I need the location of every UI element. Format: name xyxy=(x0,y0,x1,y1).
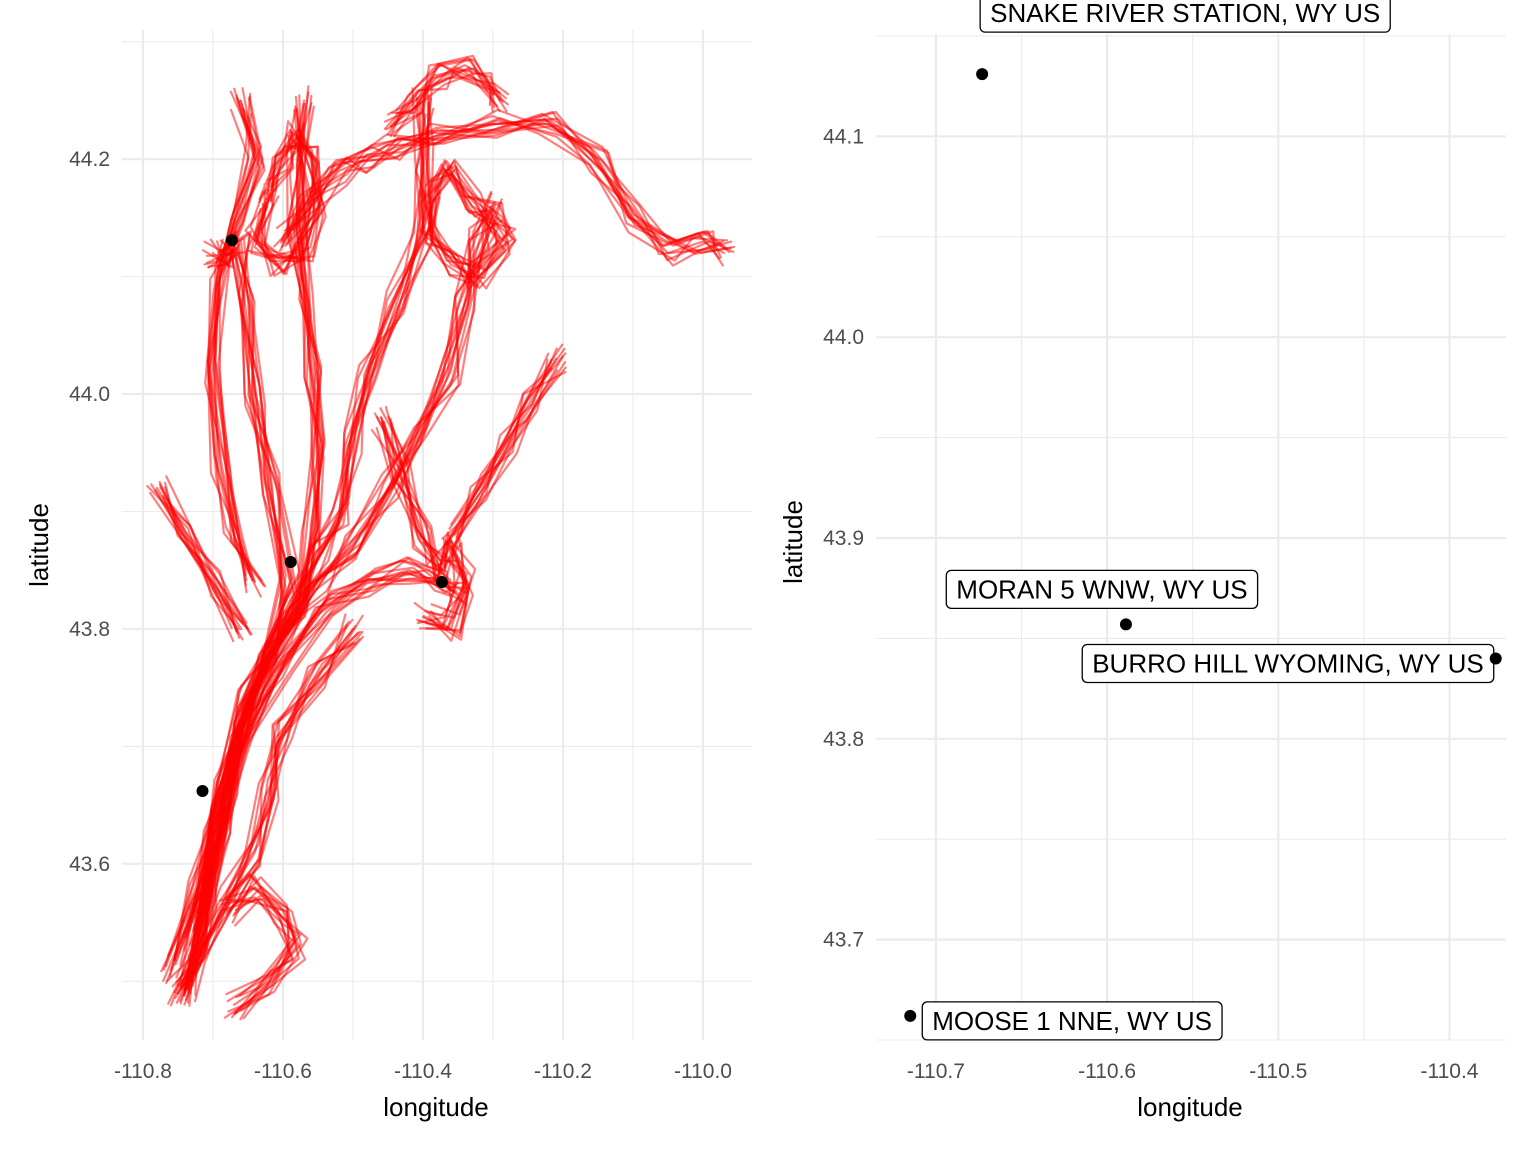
movement-track xyxy=(276,118,725,267)
movement-track xyxy=(386,58,508,116)
movement-track xyxy=(207,94,261,582)
movement-track xyxy=(182,630,362,997)
x-tick-label: -110.4 xyxy=(394,1060,452,1083)
movement-track xyxy=(288,122,723,259)
movement-track xyxy=(395,72,495,115)
movement-track xyxy=(421,163,499,282)
movement-track xyxy=(452,369,559,548)
left-station-points xyxy=(196,234,448,798)
movement-track xyxy=(390,54,494,114)
station-label-box xyxy=(921,1001,1223,1041)
station-label-box xyxy=(945,569,1259,609)
station-point xyxy=(1119,618,1132,631)
left-x-tick-labels: -110.8 -110.6 -110.4 -110.2 -110.0 xyxy=(114,1060,732,1083)
movement-track xyxy=(385,66,499,131)
station-label: MOOSE 1 NNE, WY US xyxy=(921,1001,1223,1041)
station-label-box xyxy=(979,0,1391,33)
right-x-axis-title: longitude xyxy=(1137,1092,1243,1122)
y-tick-label: 44.0 xyxy=(69,383,110,406)
movement-track xyxy=(234,894,289,1020)
movement-track xyxy=(231,875,302,1021)
y-tick-label: 43.7 xyxy=(823,929,864,952)
station-point xyxy=(225,234,238,247)
movement-track xyxy=(381,420,473,632)
station-label-text: MORAN 5 WNW, WY US xyxy=(956,574,1247,604)
y-tick-label: 44.2 xyxy=(69,148,110,171)
station-point xyxy=(196,785,209,798)
y-tick-label: 43.9 xyxy=(823,527,864,550)
station-point xyxy=(1489,652,1502,665)
right-y-axis-title: latitude xyxy=(778,500,808,584)
movement-track xyxy=(420,159,507,285)
x-tick-label: -110.8 xyxy=(114,1060,172,1083)
movement-track xyxy=(164,481,249,629)
station-point xyxy=(976,68,989,81)
movement-track xyxy=(225,899,295,996)
movement-track xyxy=(390,422,467,630)
station-label-text: SNAKE RIVER STATION, WY US xyxy=(990,0,1380,28)
movement-track xyxy=(207,107,262,598)
movement-track xyxy=(459,370,567,537)
movement-track xyxy=(253,143,323,260)
y-tick-label: 44.0 xyxy=(823,326,864,349)
movement-track xyxy=(450,367,553,526)
station-point xyxy=(284,556,297,569)
station-label-text: BURRO HILL WYOMING, WY US xyxy=(1092,648,1484,678)
movement-track xyxy=(419,173,511,289)
left-y-axis-title: latitude xyxy=(24,503,54,587)
movement-track xyxy=(204,230,287,918)
left-panel: -110.8 -110.6 -110.4 -110.2 -110.0 43.643.84… xyxy=(24,30,752,1122)
station-label: MORAN 5 WNW, WY US xyxy=(945,569,1259,609)
right-station-points xyxy=(904,68,1502,1022)
right-x-tick-labels: -110.7 -110.6 -110.5 -110.4 xyxy=(907,1060,1479,1083)
station-point xyxy=(435,575,448,588)
y-tick-label: 44.1 xyxy=(823,125,864,148)
movement-track xyxy=(218,87,256,571)
x-tick-label: -110.2 xyxy=(534,1060,592,1083)
station-label: BURRO HILL WYOMING, WY US xyxy=(1081,643,1495,684)
movement-track xyxy=(214,113,264,582)
right-station-labels: SNAKE RIVER STATION, WY US MORAN 5 WNW, W… xyxy=(921,0,1495,1041)
right-y-tick-labels: 43.7 43.8 43.9 44.0 44.1 xyxy=(823,125,864,951)
movement-track xyxy=(150,483,238,633)
movement-track xyxy=(245,141,324,258)
station-point xyxy=(904,1009,917,1022)
x-tick-label: -110.6 xyxy=(254,1060,312,1083)
movement-track xyxy=(166,219,504,957)
x-tick-label: -110.6 xyxy=(1078,1060,1136,1083)
movement-track xyxy=(214,95,267,588)
y-tick-label: 43.6 xyxy=(69,853,110,876)
y-tick-label: 43.8 xyxy=(69,618,110,641)
left-x-axis-title: longitude xyxy=(383,1092,489,1122)
movement-track xyxy=(193,253,283,930)
x-tick-label: -110.0 xyxy=(674,1060,732,1083)
right-grid xyxy=(876,34,1506,1041)
right-panel: SNAKE RIVER STATION, WY US MORAN 5 WNW, W… xyxy=(778,0,1506,1122)
movement-track xyxy=(383,66,504,131)
station-label-text: MOOSE 1 NNE, WY US xyxy=(932,1006,1212,1036)
x-tick-label: -110.5 xyxy=(1249,1060,1307,1083)
left-movement-tracks xyxy=(146,54,736,1021)
movement-track xyxy=(159,486,250,631)
movement-track xyxy=(386,76,501,136)
y-tick-label: 43.8 xyxy=(823,728,864,751)
movement-track xyxy=(165,204,496,985)
movement-track xyxy=(234,885,303,999)
x-tick-label: -110.7 xyxy=(907,1060,965,1083)
station-label: SNAKE RIVER STATION, WY US xyxy=(979,0,1391,33)
x-tick-label: -110.4 xyxy=(1421,1060,1479,1083)
left-y-tick-labels: 43.6 43.8 44.0 44.2 xyxy=(69,148,110,876)
